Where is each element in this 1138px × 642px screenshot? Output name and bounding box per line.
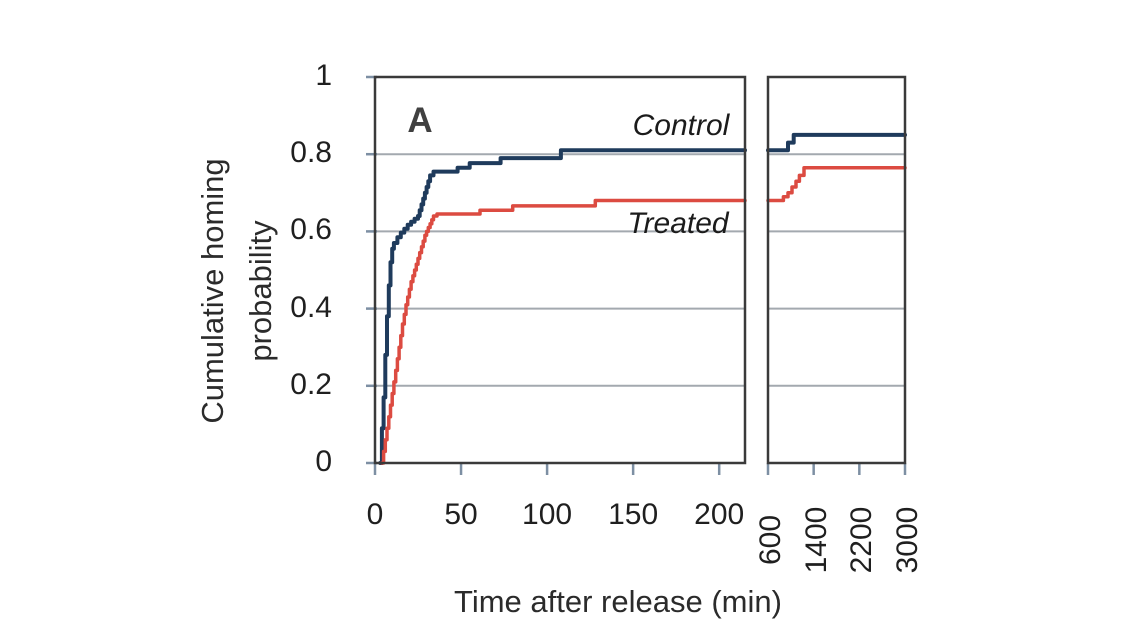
y-tick-label: 0.2: [290, 367, 332, 401]
x-tick-label: 200: [694, 498, 745, 531]
x-tick-label: 600: [754, 514, 787, 566]
x-tick-label: 2200: [845, 506, 879, 574]
x-tick-label: 0: [366, 498, 384, 531]
x-tick-label: 100: [522, 498, 573, 531]
x-axis-title: Time after release (min): [454, 584, 782, 619]
treated-series-line: [380, 198, 747, 465]
panel-frame-extended-broken-axis: [766, 75, 907, 465]
y-tick-label: 1: [315, 59, 332, 92]
y-tick-label: 0.6: [290, 213, 332, 247]
y-tick-label: 0: [315, 445, 332, 478]
control-series-line: [766, 132, 907, 153]
control-series-label: Control: [632, 109, 730, 142]
panel-frame-main: [373, 75, 747, 465]
x-tick-label: 3000: [891, 506, 924, 574]
panel-letter-label: A: [407, 101, 433, 140]
x-tick-label: 1400: [799, 506, 833, 574]
y-tick-label: 0.4: [290, 290, 332, 324]
x-tick-label: 50: [444, 498, 478, 531]
control-series-line: [378, 148, 747, 465]
x-tick-label: 150: [608, 498, 659, 531]
treated-series-label: Treated: [627, 207, 729, 240]
treated-series-line: [766, 165, 907, 203]
y-tick-label: 0.8: [290, 136, 332, 170]
